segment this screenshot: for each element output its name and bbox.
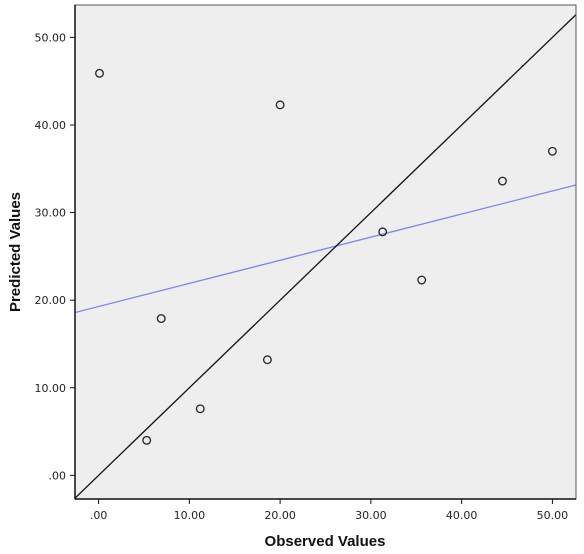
data-point bbox=[378, 227, 388, 237]
y-tick-label: 20.00 bbox=[35, 294, 67, 307]
y-tick-label: 50.00 bbox=[35, 31, 67, 44]
points-layer bbox=[95, 68, 557, 445]
data-point bbox=[547, 146, 557, 156]
fit-line bbox=[75, 184, 576, 314]
x-tick-label: 50.00 bbox=[537, 509, 569, 522]
reference-line bbox=[75, 14, 576, 499]
x-tick-label: 20.00 bbox=[264, 509, 296, 522]
data-point bbox=[195, 404, 205, 414]
x-axis-title: Observed Values bbox=[265, 533, 386, 550]
y-axis-title: Predicted Values bbox=[7, 192, 24, 312]
lines-layer bbox=[75, 14, 576, 499]
x-axis-ticks: .00 10.00 20.00 30.00 40.00 50.00 bbox=[90, 499, 568, 522]
data-point bbox=[417, 275, 427, 285]
data-point bbox=[262, 355, 272, 365]
data-point bbox=[142, 435, 152, 445]
y-tick-label: 30.00 bbox=[35, 207, 67, 220]
y-axis-ticks: .00 10.00 20.00 30.00 40.00 50.00 bbox=[35, 31, 75, 482]
x-tick-label: 30.00 bbox=[355, 509, 387, 522]
y-tick-label: .00 bbox=[49, 469, 67, 482]
data-point bbox=[498, 176, 507, 186]
x-tick-label: .00 bbox=[90, 509, 108, 522]
x-tick-label: 40.00 bbox=[446, 509, 478, 522]
x-tick-label: 10.00 bbox=[174, 509, 206, 522]
data-point bbox=[275, 100, 285, 110]
data-point bbox=[95, 68, 104, 78]
y-tick-label: 10.00 bbox=[35, 382, 67, 395]
y-tick-label: 40.00 bbox=[35, 119, 67, 132]
data-point bbox=[156, 314, 166, 324]
